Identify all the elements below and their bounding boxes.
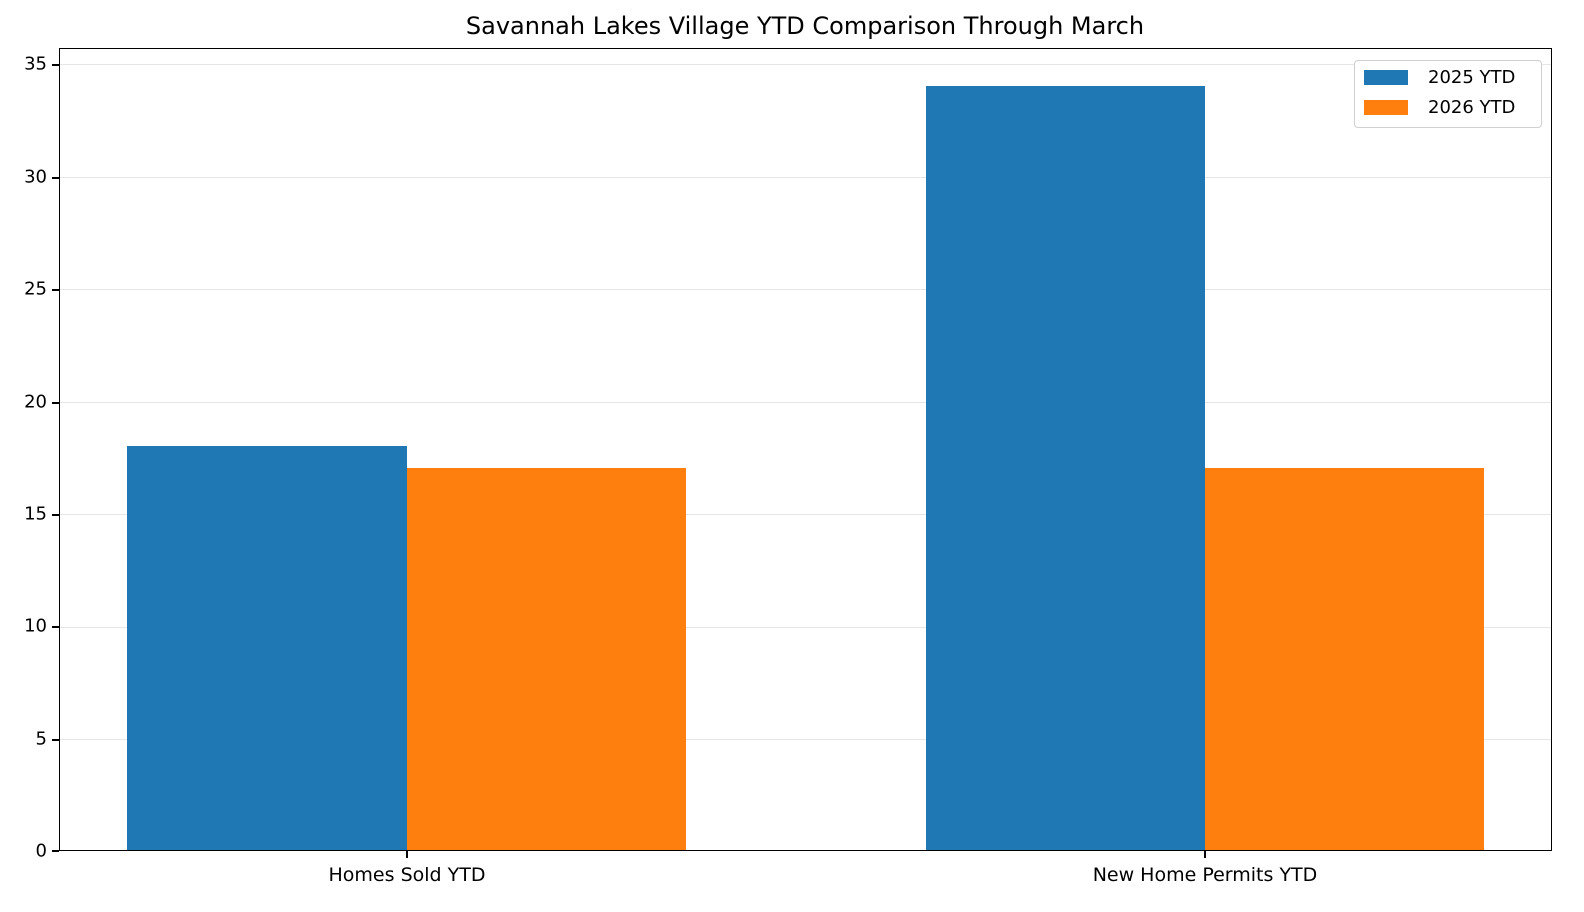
x-tick <box>1204 851 1206 858</box>
bar-permits-2026 <box>1205 468 1484 850</box>
y-tick <box>52 64 59 66</box>
y-tick <box>52 289 59 291</box>
y-tick <box>52 402 59 404</box>
x-tick-label: Homes Sold YTD <box>328 864 486 886</box>
gridline <box>60 177 1551 178</box>
legend-label: 2025 YTD <box>1428 67 1516 88</box>
legend-label: 2026 YTD <box>1428 97 1516 118</box>
y-tick-label: 15 <box>24 503 47 525</box>
y-tick-label: 5 <box>35 728 47 750</box>
y-tick-label: 25 <box>24 278 47 300</box>
legend-item-2026: 2026 YTD <box>1364 97 1515 118</box>
gridline <box>60 627 1551 628</box>
plot-area <box>52 48 1552 852</box>
gridline <box>60 402 1551 403</box>
y-tick <box>52 626 59 628</box>
legend: 2025 YTD 2026 YTD <box>1354 60 1542 128</box>
y-tick-label: 35 <box>24 53 47 75</box>
y-tick-label: 20 <box>24 391 47 413</box>
y-tick <box>52 739 59 741</box>
bar-homes-sold-2025 <box>127 446 407 850</box>
y-tick <box>52 850 59 852</box>
gridline <box>60 64 1551 65</box>
chart-title: Savannah Lakes Village YTD Comparison Th… <box>465 12 1145 40</box>
y-tick <box>52 514 59 516</box>
y-tick-label: 0 <box>35 840 47 862</box>
legend-item-2025: 2025 YTD <box>1364 67 1515 88</box>
y-tick-label: 10 <box>24 615 47 637</box>
bar-permits-2025 <box>926 86 1205 850</box>
gridline <box>60 289 1551 290</box>
legend-swatch-blue <box>1364 70 1408 85</box>
x-tick-label: New Home Permits YTD <box>1092 864 1318 886</box>
gridline <box>60 514 1551 515</box>
bar-homes-sold-2026 <box>407 468 686 850</box>
y-tick-label: 30 <box>24 166 47 188</box>
gridline <box>60 739 1551 740</box>
x-tick <box>406 851 408 858</box>
y-tick <box>52 177 59 179</box>
legend-swatch-orange <box>1364 100 1408 115</box>
